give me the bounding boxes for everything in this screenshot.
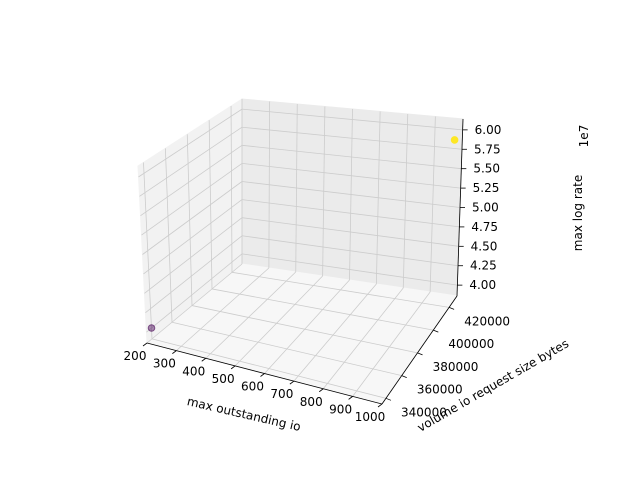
tick-x: [260, 373, 265, 377]
grid-line-z-left: [141, 163, 243, 236]
tick-label-z: 5.25: [473, 181, 500, 195]
tick-label-y: 380000: [433, 360, 479, 374]
y-axis-line: [381, 295, 458, 405]
tick-label-z: 4.00: [469, 278, 496, 292]
grid-line-z-back: [241, 199, 460, 228]
grid-line-z-back: [241, 144, 462, 170]
grid-line-z-back: [241, 163, 461, 189]
tick-label-x: 900: [329, 402, 352, 416]
tick-y: [385, 397, 392, 401]
tick-x: [142, 342, 148, 347]
tick-x: [201, 357, 206, 362]
tick-x: [230, 365, 236, 370]
grid-line-x-floor: [352, 291, 431, 397]
tick-label-y: 360000: [417, 383, 463, 397]
grid-line-x-floor: [234, 275, 323, 367]
tick-label-z: 4.50: [471, 239, 498, 253]
tick-x: [172, 350, 177, 354]
tick-label-x: 200: [124, 349, 147, 363]
grid-line-y-floor: [231, 271, 450, 308]
tick-label-y: 420000: [464, 314, 510, 328]
tick-label-z: 5.75: [474, 142, 501, 156]
tick-label-x: 600: [241, 380, 264, 394]
tick-x: [319, 388, 324, 393]
grid-line-x-floor: [322, 287, 404, 389]
grid-line-z-left: [142, 181, 243, 255]
tick-label-x: 400: [182, 364, 205, 378]
tick-label-x: 700: [270, 387, 293, 401]
data-point: [147, 324, 156, 332]
data-points: [147, 136, 459, 332]
grid-line-z-back: [241, 108, 463, 131]
tick-label-y: 340000: [401, 405, 447, 419]
grid-line-x-floor: [293, 283, 377, 382]
grid-line-y-floor: [211, 288, 434, 331]
grid-line-z-back: [241, 253, 458, 286]
tick-label-x: 300: [153, 357, 176, 371]
grid-line-z-back: [241, 126, 463, 150]
grid-line-z-back: [241, 235, 459, 267]
tick-label-z: 4.75: [471, 220, 498, 234]
grid-line-x-floor: [176, 267, 270, 351]
z-axis-label: max log rate: [571, 175, 585, 251]
tick-y: [433, 329, 439, 333]
grid-line-y-floor: [191, 305, 418, 354]
tick-y: [448, 306, 455, 310]
grid-line-x-floor: [264, 279, 350, 374]
tick-label-z: 4.25: [470, 259, 497, 273]
grid-line-z-left: [143, 199, 243, 275]
grid-line-z-left: [144, 217, 243, 294]
grid-line-z-left: [140, 144, 243, 217]
grid-line-x-floor: [205, 271, 297, 359]
tick-label-z: 5.50: [473, 162, 500, 176]
grid-line-z-left: [146, 253, 243, 333]
tick-label-y: 400000: [448, 337, 494, 351]
tick-label-x: 1000: [355, 410, 386, 424]
grid-line-z-left: [138, 108, 243, 178]
tick-y: [401, 375, 407, 378]
grid-line-z-back: [241, 181, 461, 208]
tick-x: [289, 380, 295, 385]
tick-y: [417, 352, 423, 356]
tick-label-x: 800: [300, 395, 323, 409]
data-point: [450, 136, 459, 144]
tick-label-x: 500: [212, 372, 235, 386]
grid-line-z-back: [241, 217, 459, 247]
z-axis-offset-label: 1e7: [577, 125, 591, 148]
grid-line-z-left: [139, 126, 243, 197]
grid-line-y-floor: [151, 338, 387, 399]
tick-marks: [142, 129, 468, 408]
grid-line-z-left: [145, 235, 243, 314]
tick-x: [348, 396, 353, 400]
grid-line-x-floor: [146, 263, 243, 344]
tick-label-z: 5.00: [472, 201, 499, 215]
tick-x: [377, 403, 383, 408]
tick-label-z: 6.00: [475, 123, 502, 137]
grid-line-y-floor: [171, 321, 402, 376]
